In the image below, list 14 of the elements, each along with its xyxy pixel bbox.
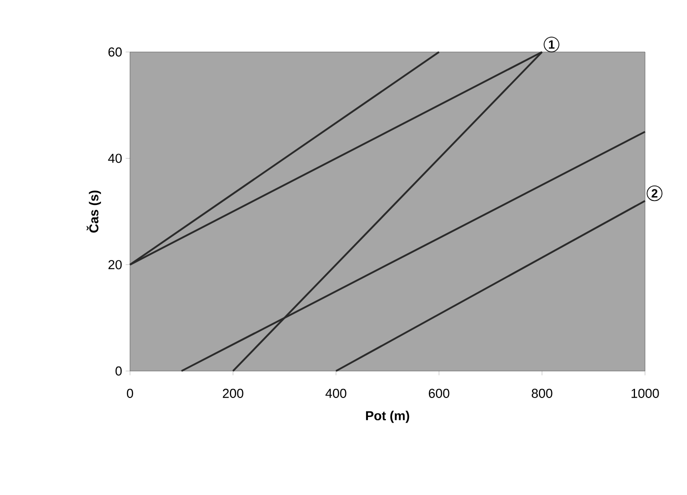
y-axis-title: Čas (s) — [86, 190, 101, 233]
y-tick-label: 40 — [108, 154, 122, 163]
x-tick-label: 1000 — [632, 388, 659, 398]
annotation: 1 — [548, 40, 555, 49]
y-tick-label: 20 — [108, 260, 122, 270]
x-tick-label: 600 — [428, 388, 450, 398]
x-tick-label: 400 — [325, 388, 346, 398]
x-axis-title: Pot (m) — [366, 410, 410, 423]
y-tick-label: 0 — [116, 366, 122, 376]
y-tick-label: 60 — [108, 47, 122, 57]
x-tick-label: 0 — [126, 388, 134, 398]
x-tick-label: 800 — [532, 388, 552, 398]
annotation: 2 — [652, 189, 658, 198]
x-tick-label: 200 — [222, 388, 244, 398]
